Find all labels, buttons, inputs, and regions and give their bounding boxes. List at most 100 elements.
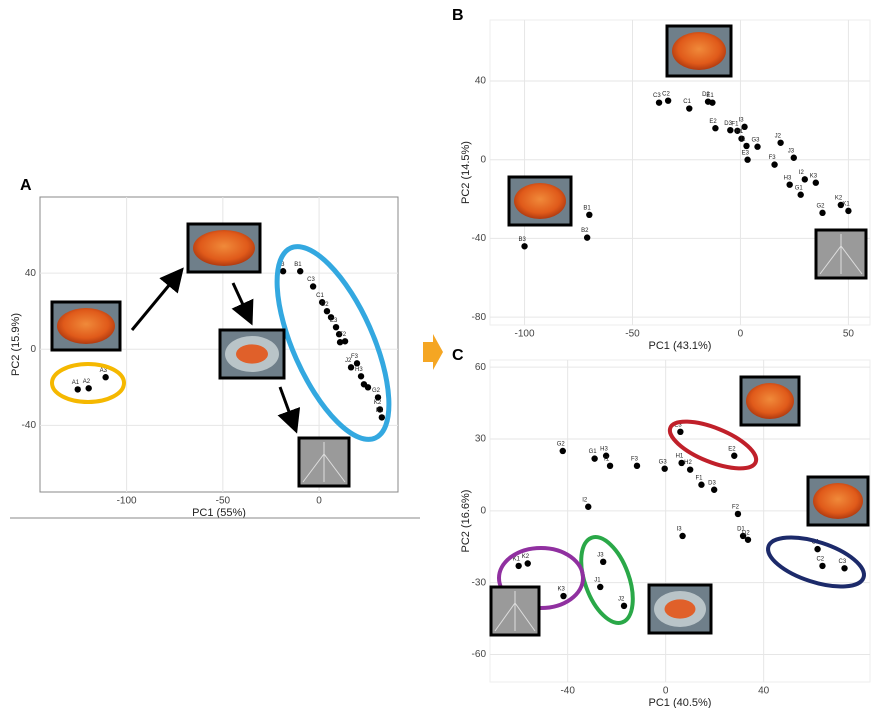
point-label: I2 [799, 170, 805, 176]
panel: -4004060300-30-60PC1 (40.5%)PC2 (16.6%)G… [460, 360, 870, 708]
photo [649, 585, 711, 633]
x-axis-label: PC1 (55%) [192, 507, 246, 519]
point [333, 324, 339, 330]
y-axis-label: PC2 (14.5%) [460, 141, 472, 204]
panel-letter: B [452, 7, 464, 24]
point [365, 384, 371, 390]
point [771, 161, 777, 167]
point [677, 429, 683, 435]
point [591, 455, 597, 461]
point-label: B1 [294, 262, 302, 268]
point [515, 563, 521, 569]
point-label: B1 [583, 205, 591, 211]
x-tick-label: -40 [560, 686, 575, 697]
point-label: E3 [742, 150, 750, 156]
y-tick-label: 40 [25, 268, 37, 279]
point [379, 414, 385, 420]
point [348, 364, 354, 370]
point [280, 268, 286, 274]
photo-content [57, 308, 115, 344]
point [698, 482, 704, 488]
y-tick-label: -40 [472, 233, 487, 244]
point [560, 593, 566, 599]
point [75, 386, 81, 392]
point [745, 537, 751, 543]
point-label: K1 [376, 408, 384, 414]
x-axis-label: PC1 (43.1%) [649, 340, 712, 352]
plots: -100-500400-40PC1 (55%)PC2 (15.9%)A1A2A3… [10, 20, 870, 708]
point-label: K3 [810, 173, 818, 179]
point [85, 385, 91, 391]
photo [808, 477, 868, 525]
point [731, 453, 737, 459]
point-label: A1 [72, 380, 80, 386]
photo-content [672, 32, 726, 70]
point-label: C3 [307, 277, 315, 283]
point [777, 140, 783, 146]
x-tick-label: 40 [758, 686, 770, 697]
point-label: E3 [330, 318, 338, 324]
point [813, 180, 819, 186]
point-label: D2 [742, 530, 750, 536]
point-label: K2 [374, 400, 382, 406]
point-label: D3 [708, 480, 716, 486]
x-tick-label: 0 [738, 329, 744, 340]
point-label: C3 [653, 93, 661, 99]
point-label: H3 [355, 367, 363, 373]
point-label: F1 [695, 475, 703, 481]
photo [299, 438, 349, 486]
point [661, 465, 667, 471]
x-tick-label: -50 [216, 496, 231, 507]
point [735, 511, 741, 517]
point [621, 603, 627, 609]
photo-content [813, 483, 863, 519]
photo [188, 224, 260, 272]
point [727, 127, 733, 133]
point [337, 339, 343, 345]
y-tick-label: 40 [475, 76, 487, 87]
point [786, 182, 792, 188]
y-axis-label: PC2 (16.6%) [460, 490, 472, 553]
point-label: E2 [709, 119, 717, 125]
point [584, 234, 590, 240]
point-label: H1 [736, 129, 744, 135]
photo [491, 587, 539, 635]
y-tick-label: 60 [475, 362, 487, 373]
photo-content [236, 344, 268, 363]
point [802, 176, 808, 182]
point [679, 533, 685, 539]
x-tick-label: 50 [843, 329, 855, 340]
photo [220, 330, 284, 378]
point-label: G2 [372, 388, 381, 394]
point [586, 212, 592, 218]
point [665, 97, 671, 103]
x-tick-label: 0 [663, 686, 669, 697]
point [600, 559, 606, 565]
point [560, 448, 566, 454]
point [814, 546, 820, 552]
point [358, 373, 364, 379]
point-label: J2 [345, 358, 352, 364]
point-label: J3 [788, 148, 795, 154]
point-label: I2 [582, 497, 588, 503]
panel-letter: C [452, 347, 464, 364]
point-label: K3 [558, 587, 566, 593]
point [354, 360, 360, 366]
y-tick-label: -30 [472, 577, 487, 588]
point-label: C2 [816, 556, 824, 562]
x-tick-label: -50 [625, 329, 640, 340]
point-label: I3 [739, 117, 745, 123]
point [819, 210, 825, 216]
point-label: F3 [351, 354, 359, 360]
point-label: H3 [784, 175, 792, 181]
point [711, 487, 717, 493]
point-label: E1 [706, 93, 714, 99]
photo [52, 302, 120, 350]
point-label: F2 [339, 332, 347, 338]
point-label: C2 [662, 91, 670, 97]
x-axis-label: PC1 (40.5%) [649, 697, 712, 708]
y-axis-label: PC2 (15.9%) [10, 313, 22, 376]
point [743, 143, 749, 149]
photo-content [193, 230, 255, 266]
point [712, 125, 718, 131]
